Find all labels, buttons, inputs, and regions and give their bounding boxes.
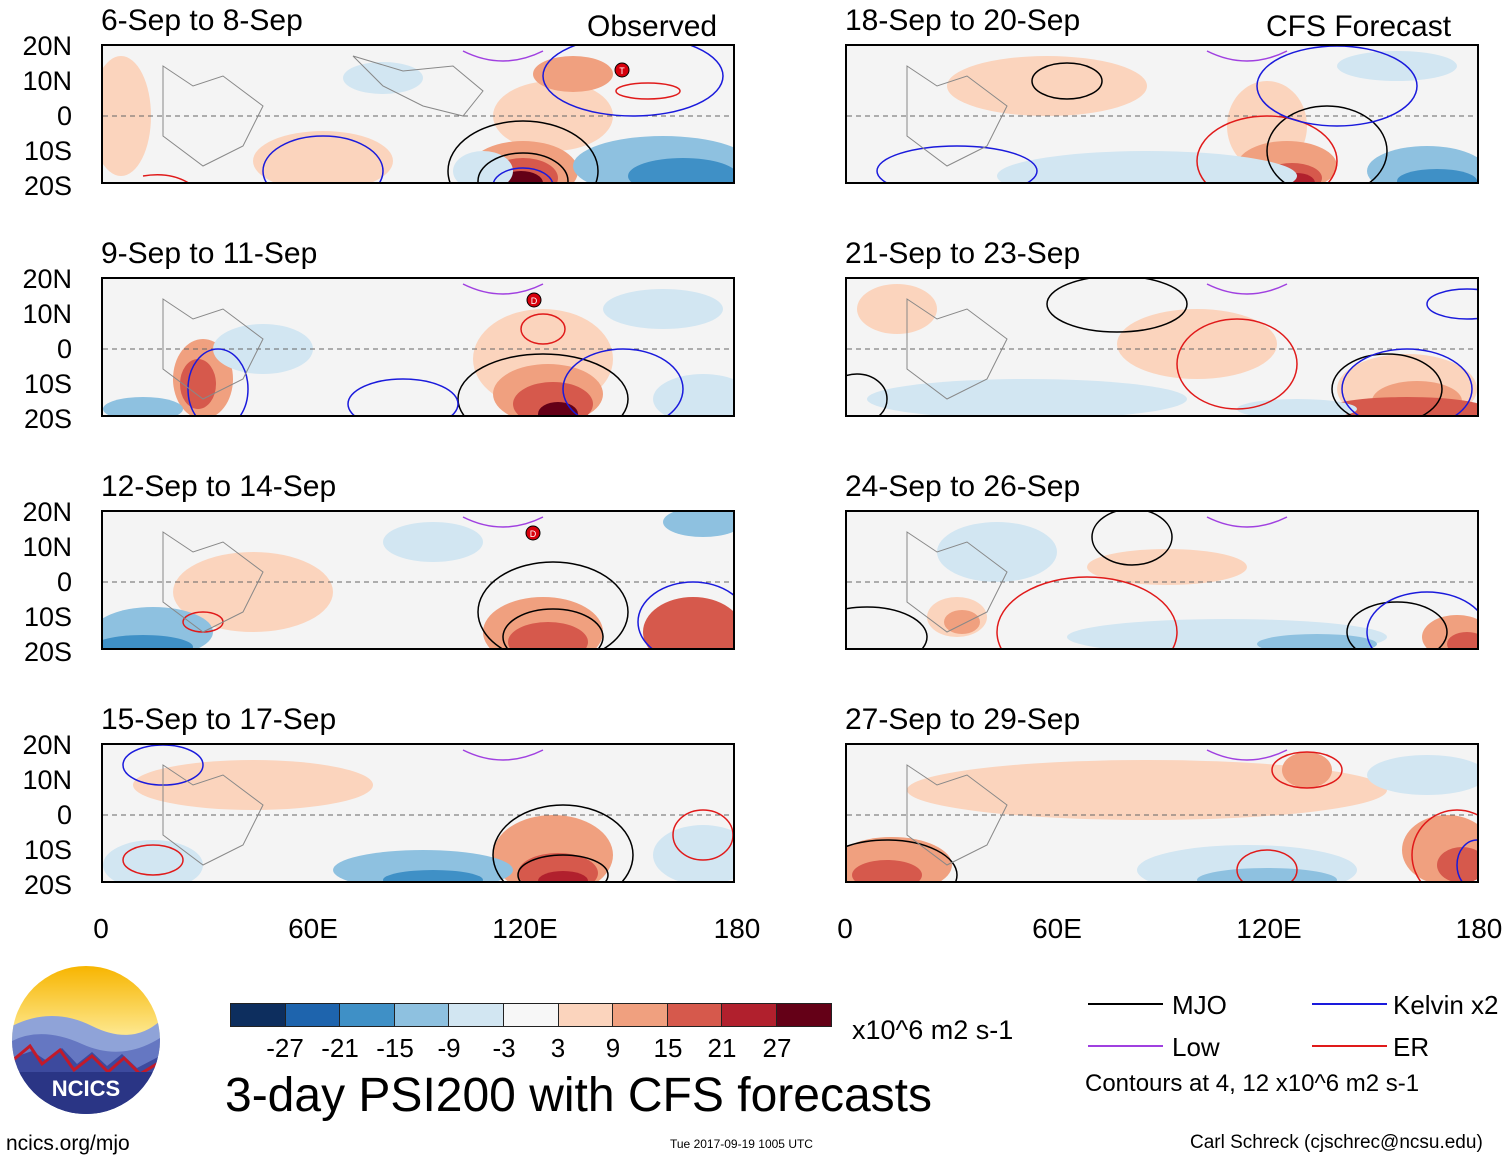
- panel-title: 9-Sep to 11-Sep: [101, 237, 318, 270]
- map-panel: [845, 277, 1479, 417]
- storm-marker: T: [619, 66, 625, 76]
- legend-line-low: [1088, 1045, 1163, 1047]
- colorbar-cell: [230, 1003, 286, 1027]
- legend-label-er: ER: [1393, 1032, 1430, 1062]
- colorbar-tick: -15: [376, 1033, 414, 1063]
- lat-label: 10S: [23, 602, 72, 632]
- legend-line-mjo: [1088, 1003, 1163, 1005]
- psi-field: [103, 745, 733, 881]
- panel-title: 6-Sep to 8-Sep: [101, 4, 303, 37]
- lat-label: 10S: [23, 136, 72, 166]
- legend-label-mjo: MJO: [1172, 990, 1227, 1020]
- storm-marker: D: [531, 296, 538, 306]
- lon-label: 0: [837, 913, 853, 944]
- footer-timestamp: Tue 2017-09-19 1005 UTC: [670, 1137, 813, 1151]
- lat-label: 20S: [23, 870, 72, 900]
- legend-line-er: [1312, 1045, 1387, 1047]
- colorbar-cell: [666, 1003, 723, 1027]
- colorbar-cell: [339, 1003, 395, 1027]
- lat-label: 20N: [22, 497, 72, 527]
- psi-field: D: [103, 512, 733, 648]
- lon-label: 180: [1455, 913, 1503, 944]
- lat-label: 0: [56, 800, 72, 830]
- lat-label: 10N: [22, 765, 72, 795]
- storm-marker: D: [530, 529, 537, 539]
- map-panel: [845, 743, 1479, 883]
- psi-field: [847, 512, 1477, 648]
- lat-label: 0: [56, 334, 72, 364]
- lat-label: 0: [56, 567, 72, 597]
- map-panel: T: [101, 44, 735, 184]
- forecast-label: CFS Forecast: [1266, 10, 1452, 43]
- psi-field: [847, 279, 1477, 415]
- footer-url[interactable]: ncics.org/mjo: [6, 1132, 130, 1155]
- legend-line-kelvin: [1312, 1003, 1387, 1005]
- psi-field: [847, 46, 1477, 182]
- lon-label: 180: [713, 913, 761, 944]
- colorbar-cell: [393, 1003, 450, 1027]
- colorbar-cell: [612, 1003, 668, 1027]
- colorbar-cell: [557, 1003, 614, 1027]
- colorbar-tick: 3: [550, 1033, 566, 1063]
- map-panel: [845, 510, 1479, 650]
- lat-label: 10S: [23, 835, 72, 865]
- map-panel: D: [101, 277, 735, 417]
- colorbar-units: x10^6 m2 s-1: [852, 1015, 1014, 1045]
- map-panel: [845, 44, 1479, 184]
- lon-label: 120E: [492, 913, 558, 944]
- lon-label: 0: [93, 913, 109, 944]
- lat-label: 20S: [23, 404, 72, 434]
- colorbar-tick: 21: [707, 1033, 737, 1063]
- colorbar-tick: -9: [437, 1033, 461, 1063]
- colorbar-tick: -27: [266, 1033, 304, 1063]
- observed-label: Observed: [587, 10, 718, 43]
- panel-title: 12-Sep to 14-Sep: [101, 470, 337, 503]
- legend-label-low: Low: [1172, 1032, 1220, 1062]
- colorbar-tick: -3: [492, 1033, 516, 1063]
- colorbar-cell: [721, 1003, 777, 1027]
- panel-title: 15-Sep to 17-Sep: [101, 703, 337, 736]
- lat-label: 20N: [22, 730, 72, 760]
- ncics-logo: NCICS: [12, 966, 160, 1114]
- lat-label: 20S: [23, 171, 72, 201]
- map-panel: [101, 743, 735, 883]
- contour-note: Contours at 4, 12 x10^6 m2 s-1: [1085, 1070, 1420, 1097]
- logo-text: NCICS: [52, 1076, 120, 1101]
- lat-label: 10N: [22, 532, 72, 562]
- psi-field: T: [103, 46, 733, 182]
- lon-label: 120E: [1236, 913, 1302, 944]
- colorbar-tick: 15: [653, 1033, 683, 1063]
- lon-label: 60E: [1032, 913, 1082, 944]
- colorbar-tick: 27: [762, 1033, 792, 1063]
- colorbar-cell: [503, 1003, 559, 1027]
- panel-title: 27-Sep to 29-Sep: [845, 703, 1081, 736]
- lat-label: 10S: [23, 369, 72, 399]
- main-title: 3-day PSI200 with CFS forecasts: [225, 1069, 932, 1122]
- colorbar-cell: [284, 1003, 341, 1027]
- colorbar-cell: [448, 1003, 504, 1027]
- panel-title: 21-Sep to 23-Sep: [845, 237, 1081, 270]
- panel-title: 24-Sep to 26-Sep: [845, 470, 1081, 503]
- footer-author: Carl Schreck (cjschrec@ncsu.edu): [1190, 1132, 1483, 1153]
- colorbar-tick: -21: [321, 1033, 359, 1063]
- colorbar-cell: [776, 1003, 832, 1027]
- lat-label: 20N: [22, 31, 72, 61]
- lat-label: 10N: [22, 66, 72, 96]
- psi-field: D: [103, 283, 733, 415]
- panel-title: 18-Sep to 20-Sep: [845, 4, 1081, 37]
- psi-field: [847, 749, 1477, 881]
- lon-label: 60E: [288, 913, 338, 944]
- lat-label: 10N: [22, 299, 72, 329]
- lat-label: 20N: [22, 264, 72, 294]
- lat-label: 0: [56, 101, 72, 131]
- map-panel: D: [101, 510, 735, 650]
- legend-label-kelvin: Kelvin x2: [1393, 990, 1499, 1020]
- lat-label: 20S: [23, 637, 72, 667]
- colorbar-tick: 9: [605, 1033, 621, 1063]
